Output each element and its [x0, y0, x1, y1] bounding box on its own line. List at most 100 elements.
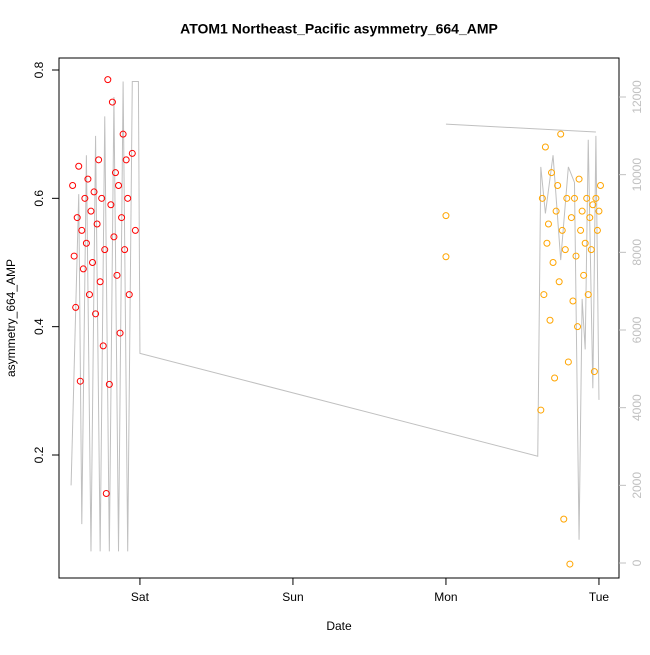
point: [124, 194, 132, 202]
point: [572, 252, 580, 260]
point: [569, 297, 577, 305]
point: [113, 271, 121, 279]
x-tick-label: Tue: [589, 590, 610, 604]
point: [596, 181, 604, 189]
point: [76, 377, 84, 385]
point: [589, 201, 597, 209]
point: [583, 194, 591, 202]
point: [85, 291, 93, 299]
point: [560, 515, 568, 523]
point: [442, 253, 450, 261]
point: [69, 181, 77, 189]
point: [99, 342, 107, 350]
point: [121, 246, 129, 254]
point: [551, 374, 559, 382]
x-tick-label: Sun: [282, 590, 303, 604]
point: [578, 207, 586, 215]
plot-frame: [58, 57, 620, 579]
point: [577, 226, 585, 234]
point: [570, 194, 578, 202]
point: [557, 130, 565, 138]
point: [98, 194, 106, 202]
point: [108, 98, 116, 106]
point: [110, 233, 118, 241]
point: [549, 258, 557, 266]
y2-tick-label: 8000: [630, 239, 644, 266]
point: [537, 406, 545, 414]
point: [111, 169, 119, 177]
point: [567, 214, 575, 222]
point: [73, 214, 81, 222]
point: [593, 226, 601, 234]
point: [584, 291, 592, 299]
x-axis-label: Date: [326, 619, 352, 633]
y-tick-label: 0.8: [32, 61, 46, 78]
y-tick-label: 0.4: [32, 318, 46, 335]
point: [554, 181, 562, 189]
y-tick-label: 0.2: [32, 446, 46, 463]
point: [70, 252, 78, 260]
point: [82, 239, 90, 247]
point: [587, 246, 595, 254]
point: [115, 181, 123, 189]
point: [96, 278, 104, 286]
point: [89, 258, 97, 266]
point: [128, 149, 136, 157]
y2-tick-label: 12000: [630, 80, 644, 114]
point: [538, 194, 546, 202]
point: [548, 169, 556, 177]
point: [552, 207, 560, 215]
point: [590, 368, 598, 376]
point: [90, 188, 98, 196]
point: [116, 329, 124, 337]
y-axis-label: asymmetry_664_AMP: [4, 259, 18, 377]
point: [566, 560, 574, 568]
point: [546, 316, 554, 324]
point: [595, 207, 603, 215]
x-tick-label: Mon: [434, 590, 457, 604]
point: [442, 212, 450, 220]
x-tick-label: Sat: [131, 590, 150, 604]
point: [575, 175, 583, 183]
point: [125, 291, 133, 299]
point: [574, 323, 582, 331]
point: [541, 143, 549, 151]
point: [564, 358, 572, 366]
point: [87, 207, 95, 215]
point: [581, 239, 589, 247]
point: [92, 310, 100, 318]
point: [592, 194, 600, 202]
point: [555, 278, 563, 286]
point: [558, 226, 566, 234]
point: [79, 265, 87, 273]
y2-tick-label: 0: [630, 559, 644, 566]
point: [95, 156, 103, 164]
y2-tick-label: 10000: [630, 158, 644, 192]
point: [586, 214, 594, 222]
point: [544, 220, 552, 228]
point: [75, 162, 83, 170]
point: [540, 291, 548, 299]
point: [72, 303, 80, 311]
point: [84, 175, 92, 183]
point: [78, 226, 86, 234]
point: [543, 239, 551, 247]
point: [563, 194, 571, 202]
point: [101, 246, 109, 254]
point: [118, 214, 126, 222]
point: [561, 246, 569, 254]
point: [105, 380, 113, 388]
chart-title: ATOM1 Northeast_Pacific asymmetry_664_AM…: [180, 21, 498, 37]
line: [70, 80, 600, 552]
point: [131, 226, 139, 234]
point: [102, 489, 110, 497]
y-tick-label: 0.6: [32, 190, 46, 207]
point: [93, 220, 101, 228]
y2-tick-label: 6000: [630, 316, 644, 343]
point: [81, 194, 89, 202]
point: [104, 76, 112, 84]
y2-tick-label: 2000: [630, 472, 644, 499]
y2-tick-label: 4000: [630, 394, 644, 421]
